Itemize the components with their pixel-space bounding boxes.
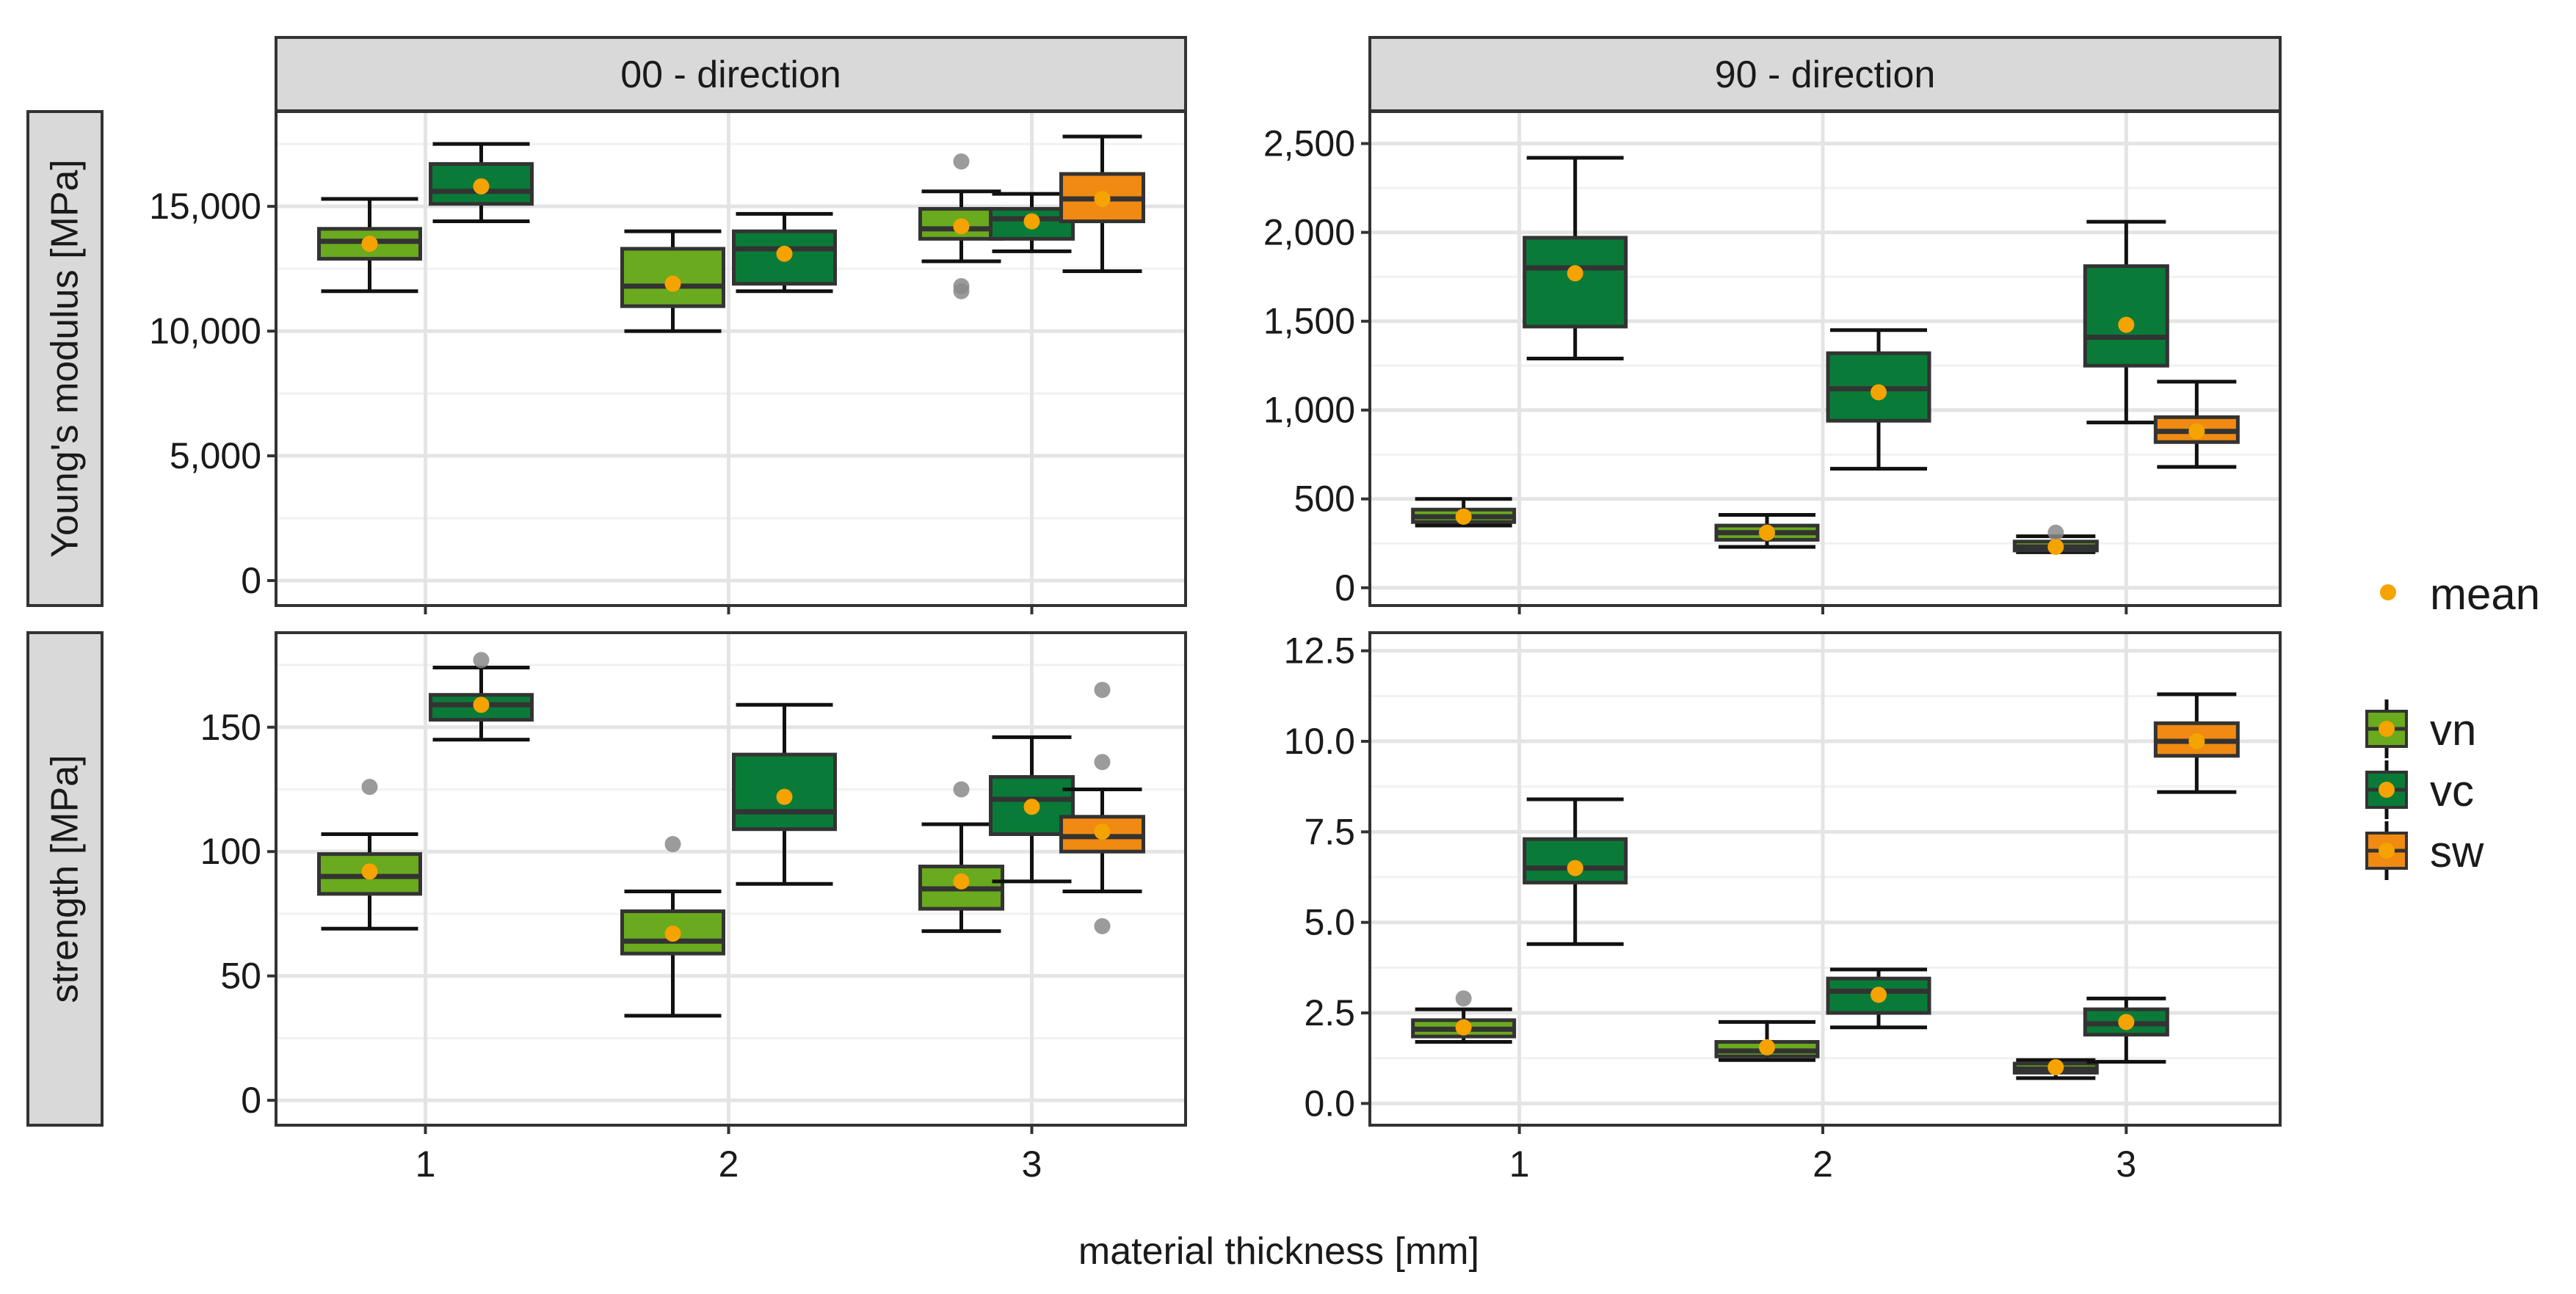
- panel-r1c0-vn-cat1-mean-point: [361, 863, 378, 880]
- panel-r0c0-vc-cat2-mean-point: [776, 245, 793, 262]
- panel-r0c1-vn-cat3-mean-point: [2047, 539, 2064, 556]
- panel-r0c1-ytick-label: 1,000: [1263, 390, 1355, 431]
- panel-r0c1-ytick-label: 1,500: [1263, 301, 1355, 342]
- panel-r0c0-ytick-label: 5,000: [170, 435, 261, 476]
- column-strip-label-1: 90 - direction: [1715, 54, 1936, 96]
- panel-r0c0-vn-cat3-outlier: [953, 277, 970, 294]
- panel-r0c1-vc-cat3-mean-point: [2118, 316, 2135, 333]
- panel-r1c0-ytick-label: 100: [200, 831, 261, 872]
- panel-r0c1-ytick-label: 0: [1335, 567, 1355, 608]
- panel-r1c1-ytick-label: 5.0: [1304, 902, 1355, 943]
- panel-r1c0-vn-cat3-outlier: [953, 781, 970, 798]
- panel-r1c1-sw-cat3-mean-point: [2188, 733, 2205, 750]
- panel-r0c1-vc-cat1-mean-point: [1567, 265, 1583, 282]
- panel-r1c1-ytick-label: 7.5: [1304, 811, 1355, 852]
- legend-label-vn: vn: [2430, 705, 2476, 755]
- panel-r0c0-vn-cat1-mean-point: [361, 236, 378, 252]
- panel-r1c1-frame: [1368, 631, 2282, 1127]
- panel-r1c1-ytick-label: 0.0: [1304, 1083, 1355, 1124]
- legend-label-sw: sw: [2430, 827, 2484, 876]
- panel-r1c0-sw-cat3-outlier: [1094, 681, 1111, 698]
- panel-r1c0-sw-cat3-outlier: [1094, 754, 1111, 771]
- row-strip-label-1: strength [MPa]: [44, 755, 87, 1003]
- panel-r1c1-vc-cat3-mean-point: [2118, 1014, 2135, 1031]
- legend-key-mean: [2379, 843, 2395, 859]
- panel-r0c1-ytick-label: 500: [1294, 479, 1355, 520]
- panel-r1c1-ytick-label: 10.0: [1284, 721, 1355, 762]
- panel-r0c0-vn-cat2-mean-point: [664, 275, 681, 292]
- panel-r1c1-xtick-label: 1: [1509, 1144, 1530, 1185]
- panel-r0c0-ytick-label: 10,000: [149, 310, 261, 352]
- panel-r0c0-sw-cat3-mean-point: [1094, 190, 1111, 207]
- panel-r1c1-vc-cat2-mean-point: [1871, 986, 1887, 1003]
- marks-layer: [317, 134, 2240, 1080]
- panel-r1c0-vn-cat2-outlier: [664, 836, 681, 853]
- panel-r1c0-frame: [275, 631, 1187, 1127]
- text-layer: 05,00010,00015,00005001,0001,5002,0002,5…: [44, 54, 2541, 1273]
- panel-r1c0-xtick-label: 1: [416, 1144, 436, 1185]
- panel-r1c0-vc-cat1-outlier: [473, 652, 490, 669]
- panel-r1c0-sw-cat3-outlier: [1094, 917, 1111, 934]
- panel-r0c0-vc-cat3-mean-point: [1023, 213, 1040, 230]
- legend-mean-symbol: [2380, 584, 2396, 600]
- panel-r0c0-frame: [275, 110, 1187, 607]
- panel-r1c1-vn-cat1-mean-point: [1455, 1019, 1472, 1036]
- legend-label-vc: vc: [2430, 766, 2474, 815]
- row-strip-label-0: Young's modulus [MPa]: [44, 159, 87, 558]
- row-strip-1: [26, 631, 104, 1127]
- column-strip-1: [1368, 36, 2282, 112]
- frames-layer: [26, 36, 2282, 1134]
- panel-r1c0-ytick-label: 0: [241, 1080, 261, 1121]
- panel-r1c1-vc-cat1-mean-point: [1567, 859, 1583, 876]
- panel-r1c0-vn-cat3-mean-point: [953, 873, 970, 890]
- column-strip-0: [275, 36, 1187, 112]
- panel-r0c0-vn-cat3-outlier: [953, 153, 970, 170]
- panel-r0c1-vc-cat1-box: [1523, 236, 1628, 329]
- legend-mean-label: mean: [2430, 570, 2540, 619]
- panel-r0c1-vc-cat2-mean-point: [1871, 384, 1887, 401]
- panel-r1c1-ytick-label: 2.5: [1304, 992, 1355, 1033]
- panel-r1c0-ytick-label: 150: [200, 707, 261, 748]
- panel-r0c0-vc-cat1-mean-point: [473, 178, 490, 195]
- row-strip-0: [26, 110, 104, 607]
- column-strip-label-0: 00 - direction: [620, 54, 841, 96]
- panel-r0c1-sw-cat3-mean-point: [2188, 423, 2205, 440]
- panel-r0c1-vn-cat1-mean-point: [1455, 508, 1472, 525]
- panel-r1c0-vn-cat2-mean-point: [664, 926, 681, 942]
- grid-layer: [276, 112, 2280, 1125]
- panel-r1c0-ytick-label: 50: [220, 956, 261, 997]
- panel-r1c1-ytick-label: 12.5: [1284, 630, 1355, 672]
- x-axis-title: material thickness [mm]: [1078, 1230, 1479, 1273]
- panel-r1c1-vn-cat2-mean-point: [1759, 1039, 1775, 1055]
- panel-r1c0-vc-cat3-mean-point: [1023, 799, 1040, 815]
- panel-r1c0-vc-cat2-box: [732, 752, 837, 832]
- legend-key-vn: [2365, 699, 2408, 758]
- legend-key-mean: [2379, 721, 2395, 737]
- panel-r0c0-ytick-label: 0: [241, 560, 261, 601]
- legend-key-sw: [2365, 821, 2408, 880]
- panel-r1c1-vn-cat3-mean-point: [2047, 1059, 2064, 1076]
- panel-r0c0-vn-cat3-mean-point: [953, 218, 970, 235]
- panel-r1c1-vn-cat1-outlier: [1455, 990, 1472, 1007]
- panel-r0c0-ytick-label: 15,000: [149, 186, 261, 227]
- panel-r1c1-xtick-label: 3: [2116, 1144, 2136, 1185]
- panel-r0c1-ytick-label: 2,500: [1263, 123, 1355, 164]
- panel-r1c1-xtick-label: 2: [1813, 1144, 1833, 1185]
- panel-r0c1-vn-cat2-mean-point: [1759, 524, 1775, 541]
- panel-r1c0-xtick-label: 3: [1022, 1144, 1042, 1185]
- panel-r1c0-vc-cat1-mean-point: [473, 697, 490, 713]
- panel-r0c1-vn-cat3-outlier: [2047, 524, 2064, 541]
- panel-r0c1-vc-cat3-box: [2083, 264, 2169, 368]
- panel-r1c0-vc-cat2-mean-point: [776, 788, 793, 805]
- panel-r0c1-ytick-label: 2,000: [1263, 212, 1355, 253]
- panel-r1c0-sw-cat3-mean-point: [1094, 824, 1111, 840]
- panel-r1c0-xtick-label: 2: [719, 1144, 739, 1185]
- legend: mean vn vc sw: [2365, 570, 2540, 880]
- legend-key-vc: [2365, 760, 2408, 819]
- legend-key-mean: [2379, 782, 2395, 798]
- panel-r1c0-vn-cat1-outlier: [361, 779, 378, 796]
